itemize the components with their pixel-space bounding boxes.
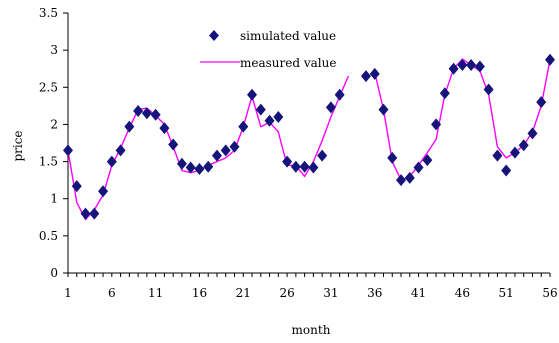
simulated-value-point bbox=[501, 164, 512, 177]
simulated-value-point bbox=[483, 83, 494, 96]
y-axis-title: price bbox=[11, 130, 25, 161]
x-tick-label: 6 bbox=[108, 286, 116, 300]
y-tick-label: 1 bbox=[50, 192, 58, 206]
x-tick-label: 51 bbox=[499, 286, 514, 300]
simulated-value-point bbox=[466, 59, 477, 71]
x-tick-label: 46 bbox=[455, 286, 470, 300]
simulated-value-point bbox=[308, 161, 319, 174]
simulated-value-point bbox=[518, 139, 529, 152]
simulated-value-point bbox=[439, 87, 450, 100]
x-tick-label: 16 bbox=[192, 286, 207, 300]
x-tick-label: 11 bbox=[148, 286, 163, 300]
simulated-value-point bbox=[106, 155, 117, 168]
simulated-value-point bbox=[211, 149, 222, 162]
simulated-value-point bbox=[194, 163, 205, 175]
y-axis: 0 0.5 1 1.5 2 2.5 3 3.5 bbox=[39, 6, 69, 280]
y-tick-label: 3.5 bbox=[39, 6, 58, 20]
y-tick-label: 3 bbox=[50, 43, 58, 57]
simulated-value-point bbox=[536, 96, 547, 109]
simulated-value-point bbox=[396, 174, 407, 187]
measured-value-line-2 bbox=[374, 58, 551, 181]
simulated-value-point bbox=[150, 108, 161, 121]
simulated-value-point bbox=[176, 157, 187, 170]
simulated-value-point bbox=[334, 88, 345, 101]
simulated-value-point bbox=[115, 144, 126, 157]
simulated-value-point bbox=[255, 103, 266, 116]
simulated-value-point bbox=[378, 103, 389, 116]
simulated-value-point bbox=[413, 161, 424, 174]
simulated-value-point bbox=[238, 120, 249, 133]
simulated-value-point bbox=[387, 151, 398, 164]
legend-label-simulated: simulated value bbox=[240, 29, 336, 43]
simulated-value-point bbox=[545, 53, 555, 66]
legend-diamond-marker bbox=[209, 30, 219, 41]
y-tick-label: 1.5 bbox=[39, 155, 58, 169]
simulated-value-point bbox=[404, 171, 415, 184]
simulated-value-point bbox=[282, 155, 293, 168]
x-axis: 1 6 11 16 21 26 31 36 41 46 51 56 bbox=[64, 272, 558, 300]
simulated-value-point bbox=[203, 160, 214, 173]
simulated-value-point bbox=[273, 111, 284, 123]
simulated-value-point bbox=[360, 70, 371, 83]
legend-label-measured: measured value bbox=[240, 56, 336, 70]
x-tick-label: 21 bbox=[236, 286, 251, 300]
simulated-value-point bbox=[474, 60, 485, 73]
simulated-value-point bbox=[325, 101, 336, 114]
simulated-value-point bbox=[63, 144, 73, 157]
simulated-value-point bbox=[290, 160, 301, 173]
y-tick-label: 2.5 bbox=[39, 80, 58, 94]
simulated-value-point bbox=[457, 59, 468, 71]
legend: simulated value measured value bbox=[200, 29, 336, 70]
simulated-value-point bbox=[133, 105, 144, 118]
simulated-value-point bbox=[185, 161, 196, 174]
simulated-value-point bbox=[527, 127, 538, 140]
y-tick-label: 0.5 bbox=[39, 229, 58, 243]
simulated-value-point bbox=[422, 154, 433, 167]
y-tick-label: 2 bbox=[50, 117, 58, 131]
simulated-value-point bbox=[168, 138, 179, 151]
x-tick-label: 31 bbox=[323, 286, 338, 300]
simulated-value-point bbox=[220, 144, 231, 157]
simulated-value-point bbox=[509, 146, 520, 159]
x-axis-title: month bbox=[292, 323, 331, 337]
x-tick-label: 56 bbox=[542, 286, 557, 300]
simulated-value-point bbox=[71, 180, 82, 193]
measured-value-line-1 bbox=[67, 75, 350, 221]
simulated-value-point bbox=[448, 62, 459, 75]
y-tick-label: 0 bbox=[50, 266, 58, 280]
series-layer bbox=[63, 53, 555, 221]
simulated-value-point bbox=[98, 185, 109, 198]
simulated-value-point bbox=[159, 122, 170, 135]
simulated-value-point bbox=[141, 107, 152, 120]
simulated-value-point bbox=[124, 120, 135, 133]
simulated-value-point bbox=[80, 207, 91, 220]
simulated-value-point bbox=[317, 149, 328, 162]
simulated-value-point bbox=[369, 67, 380, 80]
x-tick-label: 36 bbox=[367, 286, 382, 300]
simulated-value-point bbox=[299, 160, 310, 173]
simulated-value-point bbox=[431, 118, 442, 131]
simulated-value-point bbox=[492, 149, 503, 162]
x-tick-label: 41 bbox=[411, 286, 426, 300]
simulated-value-point bbox=[264, 114, 275, 127]
simulated-value-point bbox=[229, 140, 240, 153]
simulated-value-point bbox=[89, 207, 100, 220]
simulated-value-point bbox=[247, 88, 258, 101]
x-tick-label: 26 bbox=[279, 286, 294, 300]
x-tick-label: 1 bbox=[64, 286, 72, 300]
